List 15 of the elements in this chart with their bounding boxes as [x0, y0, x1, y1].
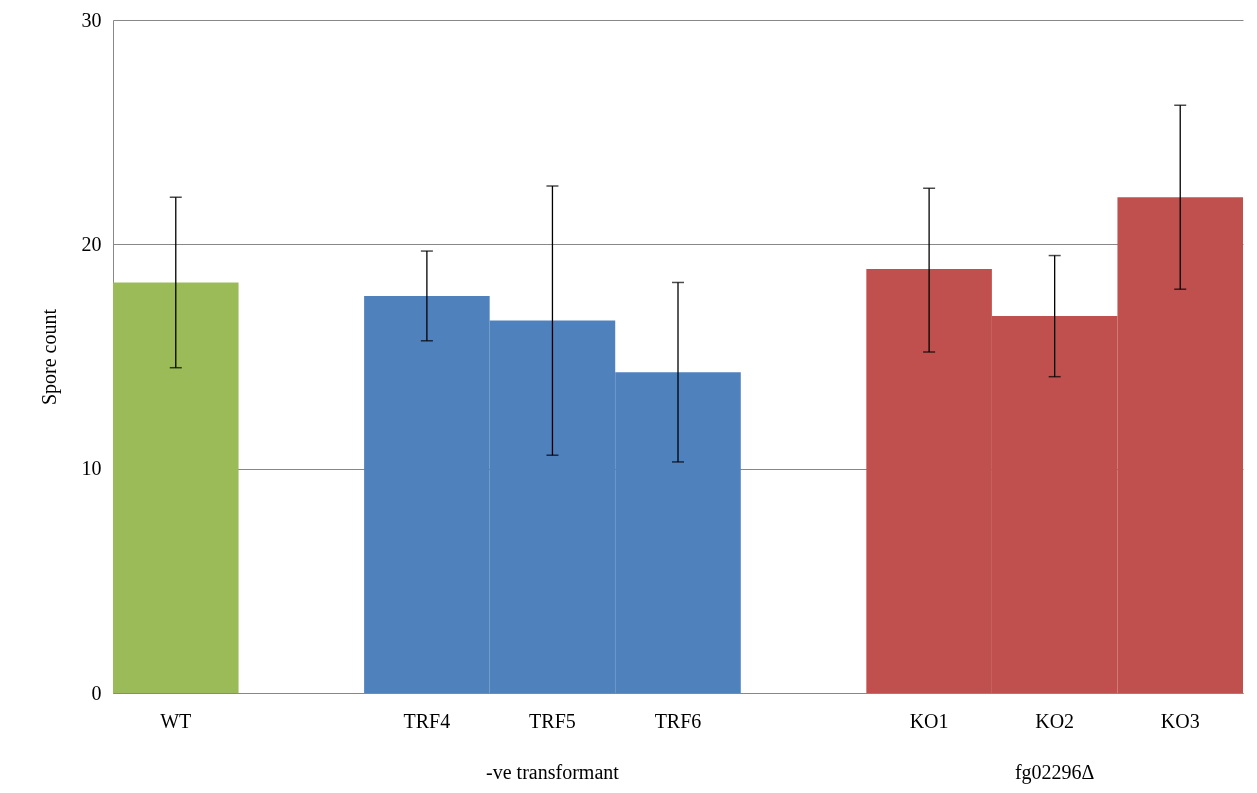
x-tick-label: TRF6: [654, 709, 702, 732]
x-tick-label: KO1: [909, 709, 949, 732]
x-tick-label: WT: [160, 709, 192, 732]
bar: [113, 282, 239, 693]
text: fg02296Δ: [1014, 761, 1095, 784]
y-tick-label: 20: [81, 232, 102, 255]
text: -ve transformant: [486, 761, 620, 783]
y-tick-label: 0: [91, 681, 102, 704]
x-tick-label: TRF4: [403, 709, 451, 732]
y-tick-label: 10: [81, 457, 102, 480]
x-tick-label: TRF5: [529, 709, 576, 732]
y-tick-label: 30: [81, 8, 102, 31]
x-tick-label: KO2: [1035, 709, 1075, 732]
x-tick-label: KO3: [1160, 709, 1200, 732]
y-axis-title: Spore count: [37, 308, 61, 406]
